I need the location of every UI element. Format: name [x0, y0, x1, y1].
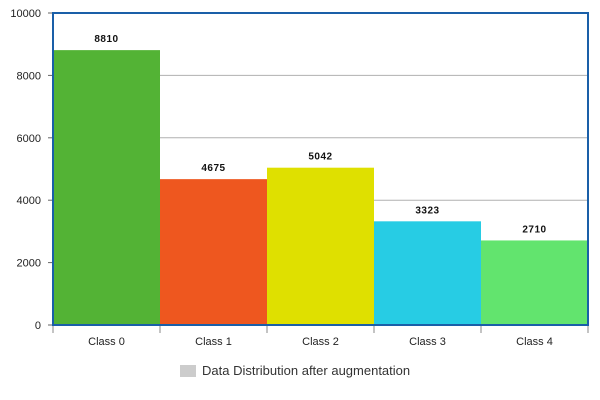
legend-label: Data Distribution after augmentation [202, 363, 411, 378]
x-tick-label: Class 3 [409, 336, 446, 348]
y-tick-label: 4000 [17, 195, 41, 207]
y-tick-label: 10000 [10, 8, 41, 20]
y-tick-label: 0 [35, 320, 41, 332]
y-tick-label: 6000 [17, 133, 41, 145]
y-tick-label: 2000 [17, 258, 41, 270]
bar-class-2 [267, 167, 374, 325]
data-label: 8810 [94, 34, 118, 45]
chart-legend: Data Distribution after augmentation [180, 363, 410, 378]
data-label: 5042 [308, 152, 332, 163]
plot-frame [52, 12, 589, 326]
x-tick-label: Class 0 [88, 336, 125, 348]
x-tick-label: Class 4 [516, 336, 553, 348]
bar-chart: 0 2000 4000 6000 8000 10000 8810 Class 0 4675 Cla… [10, 8, 589, 348]
bar-class-4 [481, 240, 588, 325]
bar-class-3 [374, 221, 481, 325]
data-label: 3323 [415, 205, 439, 216]
x-tick-label: Class 1 [195, 336, 232, 348]
bar-class-0 [53, 50, 160, 326]
legend-swatch [180, 364, 196, 377]
data-label: 4675 [201, 163, 225, 174]
data-label: 2710 [522, 224, 546, 235]
bar-class-1 [160, 179, 267, 325]
x-tick-label: Class 2 [302, 336, 339, 348]
y-tick-label: 8000 [17, 70, 41, 82]
